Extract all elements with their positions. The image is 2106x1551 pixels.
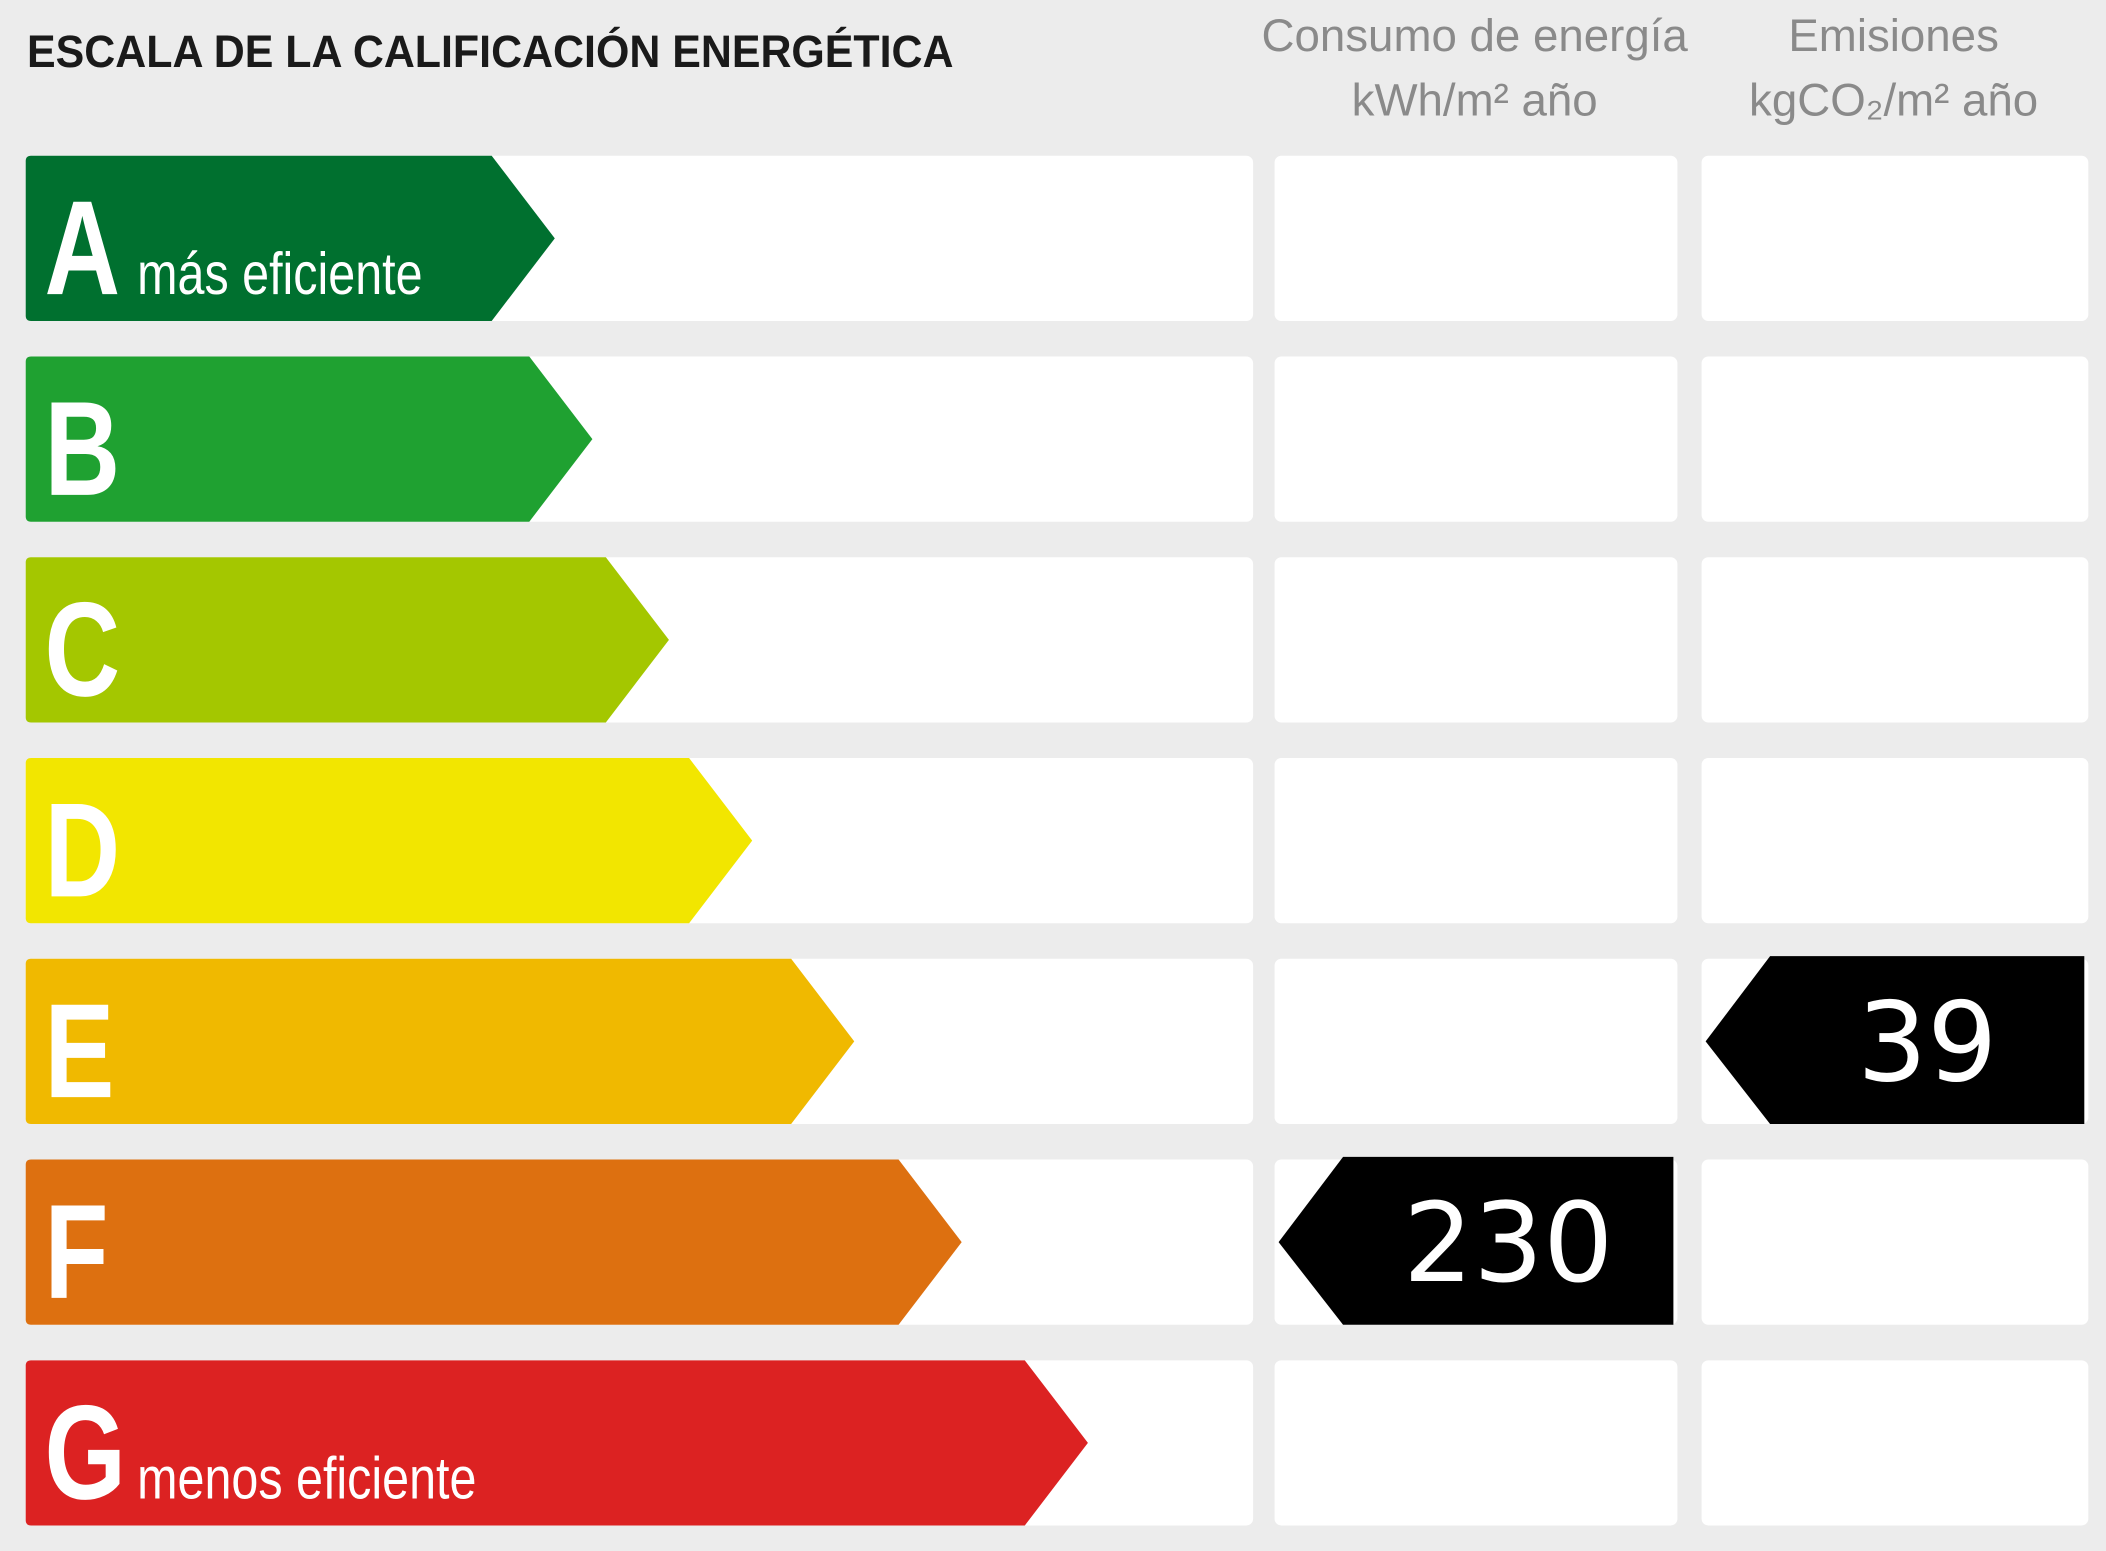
emissions-value: 39 [1857,978,1997,1106]
rating-arrow [25,155,555,321]
rating-arrow [25,557,669,723]
energy-cell [1274,155,1678,321]
rating-letter: B [45,373,121,524]
emissions-unit: kgCO₂/m² año [1749,74,2038,125]
emissions-cell [1701,758,2089,924]
emissions-arrow [1705,956,2085,1124]
title: ESCALA DE LA CALIFICACIÓN ENERGÉTICA [27,26,953,78]
emissions-cell [1701,155,2089,321]
rating-letter: A [45,173,121,324]
rating-arrow [25,1360,1088,1526]
energy-cell [1274,958,1678,1124]
energy-value: 230 [1403,1179,1613,1307]
rating-label: menos eficiente [137,1446,476,1512]
rating-letter: E [45,976,115,1127]
rating-letter: C [45,574,121,725]
rating-letter: D [45,775,121,926]
rating-arrow [25,356,593,522]
rating-arrow [25,758,753,924]
emissions-header: Emisiones [1788,10,1999,61]
energy-cell [1274,557,1678,723]
emissions-cell [1701,1360,2089,1526]
rating-arrow [25,958,855,1124]
rating-arrow [25,1159,962,1325]
energy-cell [1274,758,1678,924]
emissions-cell [1701,557,2089,723]
energy-cell [1274,1360,1678,1526]
energy-header: Consumo de energía [1262,10,1689,61]
energy-arrow [1278,1156,1674,1325]
rating-letter: G [45,1377,126,1528]
rating-letter: F [45,1176,109,1327]
energy-cell [1274,356,1678,522]
emissions-cell [1701,1159,2089,1325]
energy-unit: kWh/m² año [1352,74,1598,125]
rating-label: más eficiente [137,242,422,308]
emissions-cell [1701,356,2089,522]
